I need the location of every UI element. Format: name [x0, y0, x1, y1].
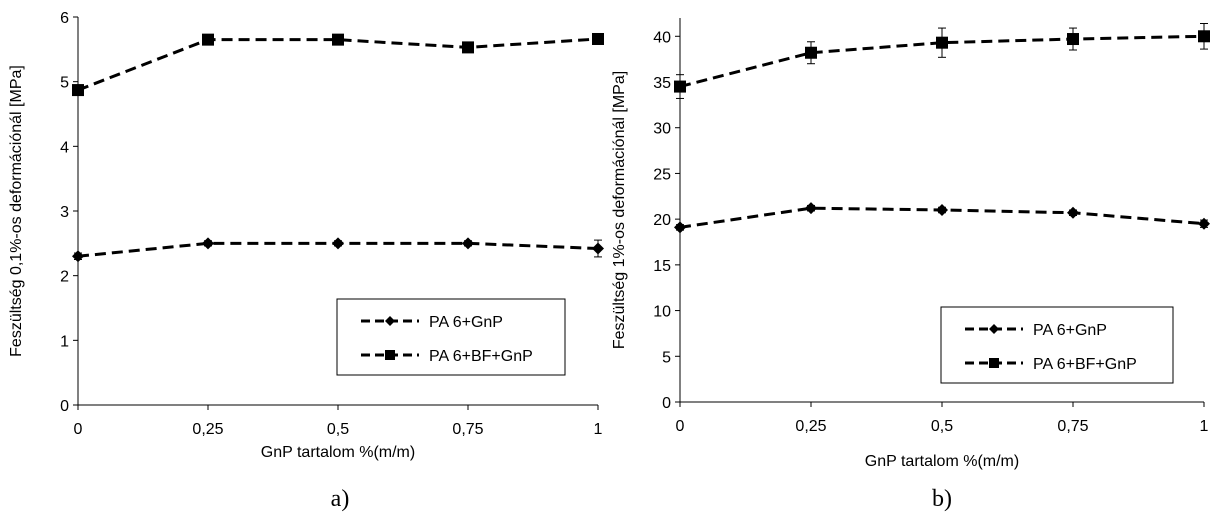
series-line: [77, 37, 599, 92]
legend-box: [336, 298, 566, 376]
x-tick-label: 0,5: [931, 418, 953, 435]
series-1: [72, 237, 604, 263]
data-point-square: [462, 41, 474, 54]
series-2: [72, 32, 604, 97]
x-tick-label: 1: [594, 421, 603, 438]
y-tick-label: 30: [653, 121, 671, 138]
series-2: [674, 22, 1210, 99]
chart-panel-1: 0 1 2 3 4 5 6 0 0,25 0,5 0,75 1 GnP tartalom %(m/m) F…: [8, 10, 604, 512]
data-point-diamond: [674, 221, 686, 234]
data-point-square: [202, 33, 214, 46]
legend-marker-square: [989, 358, 999, 368]
y-axis-title: Feszültség 0,1%-os deformációnál [MPa]: [8, 65, 25, 357]
panel-label: b): [932, 486, 952, 512]
data-point-diamond: [1067, 206, 1079, 219]
data-point-square: [72, 84, 84, 97]
legend-label: PA 6+GnP: [1033, 322, 1107, 339]
x-axis-title: GnP tartalom %(m/m): [865, 453, 1019, 470]
y-tick-label: 40: [653, 29, 671, 46]
legend-box: [940, 306, 1174, 384]
y-tick-label: 15: [653, 258, 671, 275]
data-point-diamond: [462, 237, 474, 250]
series-1: [674, 202, 1210, 234]
data-point-square: [332, 33, 344, 46]
y-tick-label: 2: [60, 269, 69, 286]
data-point-square: [592, 32, 604, 45]
y-tick-label: 3: [60, 204, 69, 221]
y-tick-label: 10: [653, 304, 671, 321]
x-axis-title: GnP tartalom %(m/m): [261, 444, 415, 461]
x-tick-label: 0,25: [192, 421, 223, 438]
series-line: [679, 34, 1205, 89]
y-tick-label: 5: [60, 75, 69, 92]
y-axis-title: Feszültség 1%-os deformációnál [MPa]: [611, 71, 628, 349]
data-point-square: [805, 46, 817, 59]
chart-panel-2: 0 5 10 15 20 25 30 35 40 0 0,25 0,5 0,75 1 GnP tartalo…: [611, 18, 1210, 512]
data-point-diamond: [72, 250, 84, 263]
x-tick-label: 0: [676, 418, 685, 435]
data-point-square: [1198, 30, 1210, 43]
y-tick-label: 35: [653, 75, 671, 92]
y-tick-label: 1: [60, 333, 69, 350]
data-point-diamond: [202, 237, 214, 250]
data-point-square: [936, 36, 948, 49]
panel-label: a): [331, 486, 350, 512]
y-tick-label: 25: [653, 166, 671, 183]
data-point-square: [1067, 33, 1079, 46]
data-point-square: [674, 80, 686, 93]
y-tick-label: 0: [662, 395, 671, 412]
x-tick-label: 0,75: [452, 421, 483, 438]
legend-marker-diamond: [385, 316, 395, 326]
data-point-diamond: [936, 204, 948, 216]
data-point-diamond: [1198, 217, 1210, 230]
legend-label: PA 6+GnP: [429, 314, 503, 331]
y-tick-label: 20: [653, 212, 671, 229]
legend-label: PA 6+BF+GnP: [429, 348, 533, 365]
legend-label: PA 6+BF+GnP: [1033, 356, 1137, 373]
legend-marker-diamond: [989, 324, 999, 334]
legend: PA 6+GnP PA 6+BF+GnP: [940, 306, 1174, 384]
legend: PA 6+GnP PA 6+BF+GnP: [336, 298, 566, 376]
x-tick-label: 0,25: [795, 418, 826, 435]
y-tick-label: 4: [60, 139, 69, 156]
x-tick-label: 1: [1200, 418, 1209, 435]
y-tick-label: 6: [60, 10, 69, 27]
x-tick-label: 0,5: [327, 421, 349, 438]
data-point-diamond: [805, 202, 817, 215]
data-point-diamond: [592, 242, 604, 255]
y-tick-label: 0: [60, 398, 69, 415]
x-tick-label: 0: [74, 421, 83, 438]
legend-marker-square: [385, 350, 395, 360]
y-tick-label: 5: [662, 349, 671, 366]
data-point-diamond: [332, 237, 344, 250]
x-tick-label: 0,75: [1057, 418, 1088, 435]
